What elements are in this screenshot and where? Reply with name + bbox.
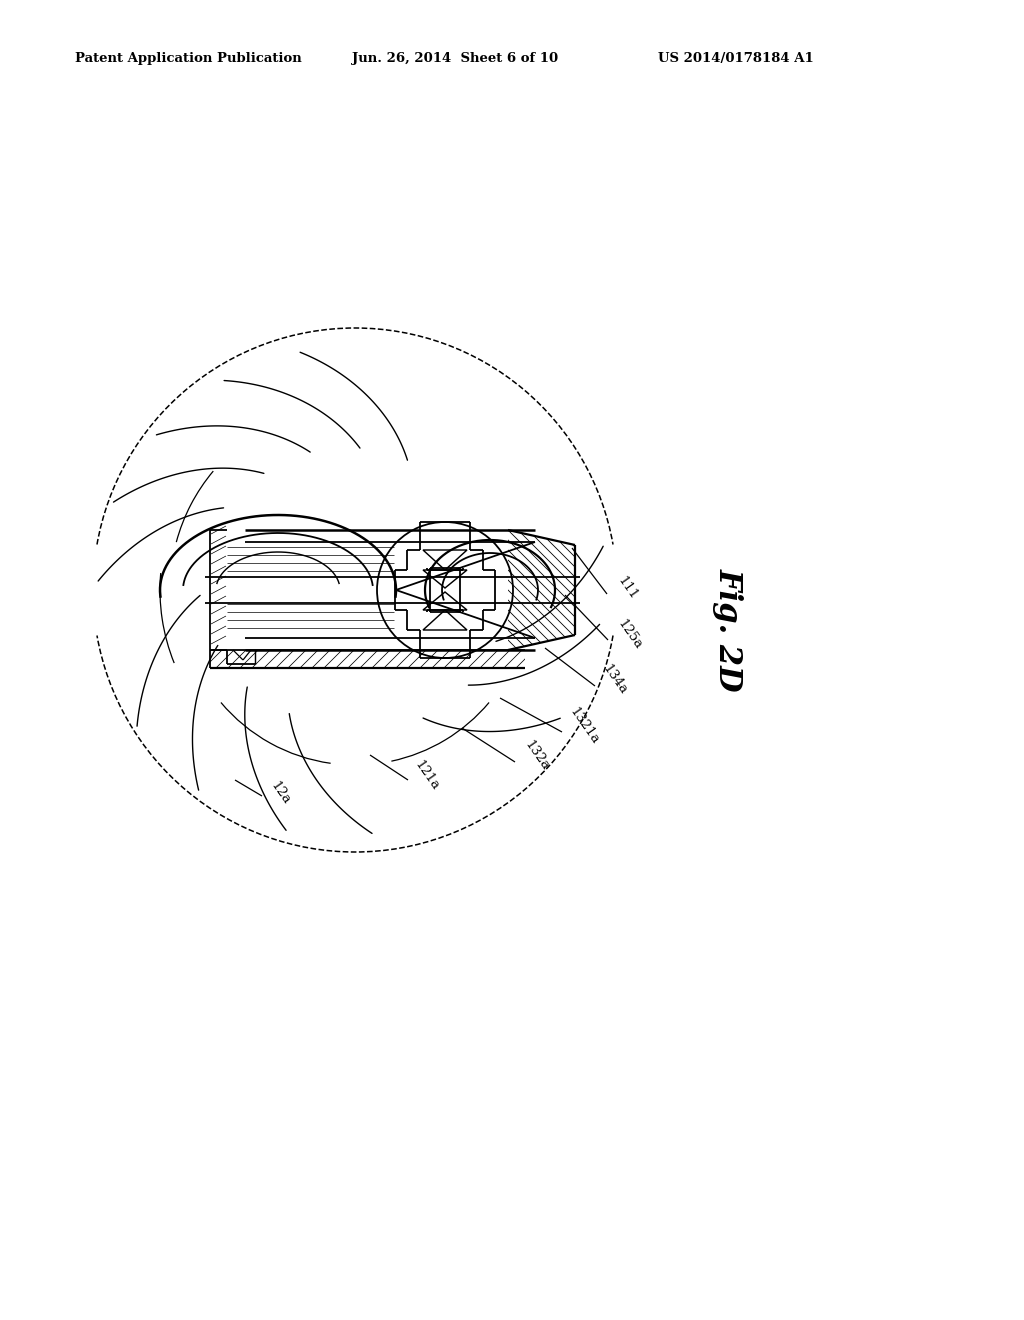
Text: Jun. 26, 2014  Sheet 6 of 10: Jun. 26, 2014 Sheet 6 of 10 bbox=[352, 51, 558, 65]
Polygon shape bbox=[210, 649, 525, 668]
Text: Fig. 2D: Fig. 2D bbox=[713, 568, 743, 692]
Text: 134a: 134a bbox=[600, 663, 630, 697]
Text: 132a: 132a bbox=[522, 739, 552, 774]
Text: Patent Application Publication: Patent Application Publication bbox=[75, 51, 302, 65]
Text: 125a: 125a bbox=[615, 618, 645, 652]
Polygon shape bbox=[508, 531, 575, 649]
Text: US 2014/0178184 A1: US 2014/0178184 A1 bbox=[658, 51, 814, 65]
Text: 12a: 12a bbox=[268, 779, 293, 807]
Text: 111: 111 bbox=[615, 574, 640, 602]
Text: 121a: 121a bbox=[412, 759, 441, 793]
Text: 1321a: 1321a bbox=[567, 705, 601, 747]
